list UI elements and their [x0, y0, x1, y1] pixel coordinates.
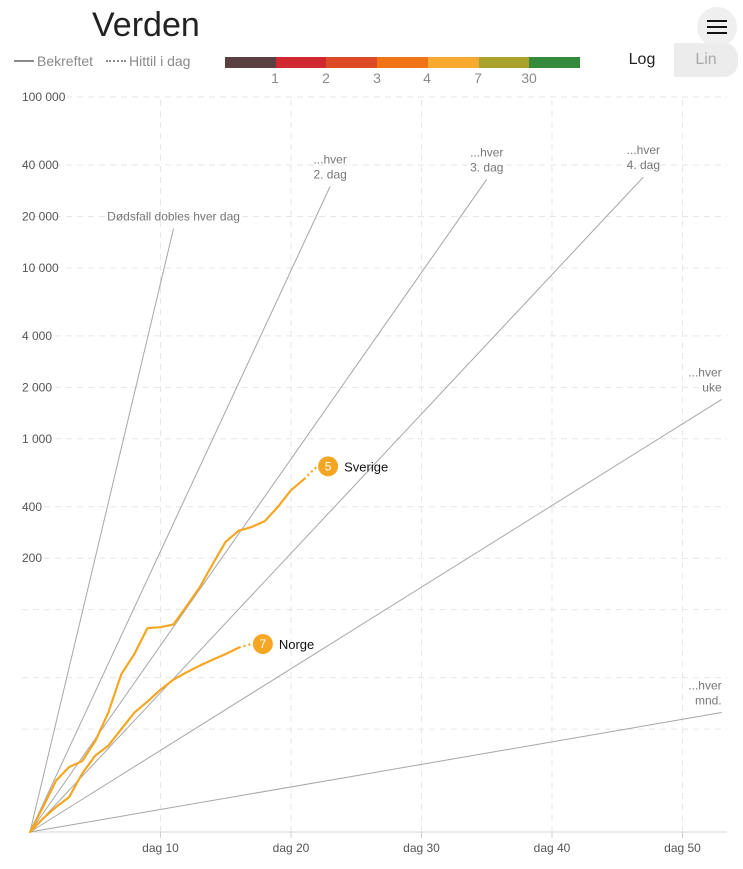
y-tick-label: 20 000 [22, 209, 59, 223]
scale-label: 7 [474, 70, 482, 86]
legend-confirmed-label: Bekreftet [37, 53, 94, 69]
reference-line-label-part: ...hver [688, 679, 721, 693]
series-badge-text: 5 [325, 459, 332, 473]
reference-line-label: ...hver 4. dag [627, 143, 660, 172]
x-tick-label: dag 50 [664, 841, 701, 855]
scale-segment [529, 57, 581, 68]
scale-label: 4 [423, 70, 431, 86]
scale-label: 3 [373, 70, 381, 86]
reference-line [29, 228, 175, 833]
reference-line-label-part: mnd. [695, 694, 722, 708]
y-tick-label: 200 [22, 551, 42, 565]
reference-line-label-part: 3. dag [470, 160, 503, 174]
y-tick-label: 40 000 [22, 158, 59, 172]
x-tick-label: dag 30 [403, 841, 440, 855]
reference-line-label-part: Dødsfall dobles hver dag [107, 210, 240, 224]
scale-label: 2 [322, 70, 330, 86]
reference-line-label: ...hver mnd. [688, 679, 721, 708]
reference-line-label-part: ...hver [470, 145, 503, 159]
x-tick-label: dag 20 [273, 841, 310, 855]
legend-so-far-today-label: Hittil i dag [129, 53, 191, 69]
scale-label: 1 [271, 70, 279, 86]
reference-line-label-part: 4. dag [627, 158, 660, 172]
reference-line-label-part: ...hver [688, 365, 721, 379]
reference-line [29, 398, 722, 833]
page-title: Verden [92, 6, 200, 44]
legend-confirmed: Bekreftet [14, 53, 93, 69]
scale-toggle: Log Lin [610, 43, 738, 77]
reference-line-label: ...hver 3. dag [470, 145, 503, 174]
log-toggle-button[interactable]: Log [610, 43, 674, 77]
series-today-line [238, 642, 253, 649]
scale-segment [377, 57, 428, 68]
y-tick-label: 1 000 [22, 432, 52, 446]
reference-line-label-part: ...hver [627, 143, 660, 157]
reference-line-label: ...hver 2. dag [313, 152, 346, 181]
reference-line-label: ...hver uke [688, 365, 722, 394]
reference-line-label-part: 2. dag [313, 167, 346, 181]
legend-so-far-today: Hittil i dag [106, 53, 190, 69]
reference-line [29, 176, 644, 833]
series-badge [318, 456, 339, 477]
y-tick-label: 400 [22, 500, 42, 514]
reference-line [29, 186, 331, 833]
scale-label: 30 [521, 70, 537, 86]
x-tick-label: dag 40 [534, 841, 571, 855]
scale-segment [225, 57, 276, 68]
x-tick-label: dag 10 [142, 841, 179, 855]
series-line [28, 478, 306, 834]
doubling-color-scale [225, 57, 581, 68]
series-badge [252, 633, 273, 654]
series-badge-text: 7 [260, 637, 267, 651]
hamburger-menu-icon [707, 20, 727, 34]
y-tick-label: 4 000 [22, 329, 52, 343]
lin-toggle-button[interactable]: Lin [674, 43, 738, 77]
reference-line-label-part: ...hver [313, 152, 346, 166]
series-today-line [303, 465, 318, 480]
reference-line [29, 178, 488, 833]
scale-segment [275, 57, 327, 68]
scale-segment [326, 57, 378, 68]
series-line [28, 646, 240, 834]
menu-button[interactable] [697, 7, 737, 47]
series-label: Norge [279, 637, 314, 652]
reference-line-label: Dødsfall dobles hver dag [107, 210, 240, 224]
scale-segment [478, 57, 530, 68]
y-tick-label: 100 000 [22, 90, 66, 104]
y-tick-label: 10 000 [22, 261, 59, 275]
reference-line [29, 712, 722, 833]
legend-solid-swatch [14, 60, 34, 62]
y-tick-label: 2 000 [22, 380, 52, 394]
scale-segment [427, 57, 479, 68]
legend-dotted-swatch [106, 60, 126, 62]
series-label: Sverige [344, 459, 388, 474]
reference-line-label-part: uke [702, 380, 722, 394]
